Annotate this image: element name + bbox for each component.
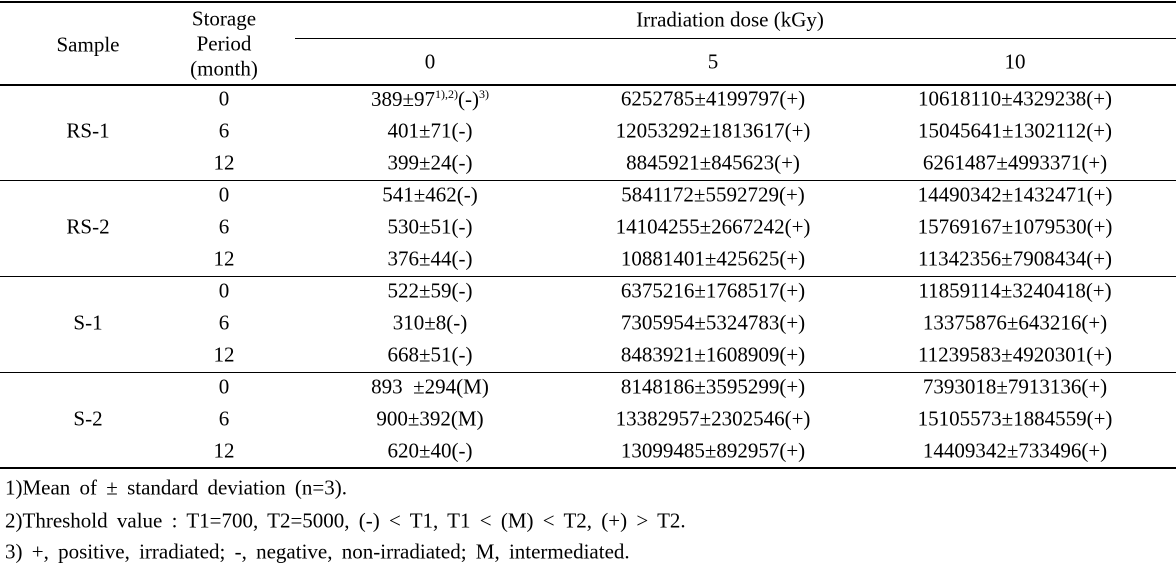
header-period: Period bbox=[196, 31, 252, 56]
cell-part: (-) bbox=[458, 87, 480, 111]
cell: 522±59(-) bbox=[387, 278, 473, 303]
cell-part: 389±97 bbox=[370, 87, 436, 111]
cell: 668±51(-) bbox=[387, 342, 473, 367]
footnote: 1)Mean of ± standard deviation (n=3). bbox=[5, 475, 347, 500]
period-label: 6 bbox=[218, 214, 230, 239]
cell: 310±8(-) bbox=[392, 310, 468, 335]
cell: 900±392(M) bbox=[376, 406, 484, 431]
header-dose-value: 5 bbox=[707, 49, 719, 74]
footnote: 2)Threshold value : T1=700, T2=5000, (-)… bbox=[5, 508, 686, 533]
footnote-ref: 1),2) bbox=[435, 87, 459, 101]
cell: 7305954±5324783(+) bbox=[620, 310, 806, 335]
period-label: 12 bbox=[213, 342, 235, 367]
cell: 12053292±1813617(+) bbox=[615, 118, 811, 143]
sample-label: S-2 bbox=[73, 406, 103, 431]
cell: 15045641±1302112(+) bbox=[917, 118, 1113, 143]
cell: 6252785±4199797(+) bbox=[620, 86, 806, 111]
cell: 15769167±1079530(+) bbox=[917, 214, 1113, 239]
cell: 530±51(-) bbox=[387, 214, 473, 239]
period-label: 6 bbox=[218, 406, 230, 431]
cell: 8845921±845623(+) bbox=[626, 150, 800, 175]
period-label: 12 bbox=[213, 246, 235, 271]
cell: 7393018±7913136(+) bbox=[922, 374, 1108, 399]
cell: 8483921±1608909(+) bbox=[620, 342, 806, 367]
cell: 401±71(-) bbox=[387, 118, 473, 143]
cell: 10618110±4329238(+) bbox=[917, 86, 1113, 111]
cell: 13375876±643216(+) bbox=[922, 310, 1108, 335]
header-dose-value: 10 bbox=[1004, 49, 1026, 74]
cell: 14490342±1432471(+) bbox=[917, 182, 1113, 207]
period-label: 0 bbox=[218, 374, 230, 399]
period-label: 12 bbox=[213, 150, 235, 175]
sample-label: RS-1 bbox=[66, 118, 110, 143]
period-label: 0 bbox=[218, 86, 230, 111]
cell: 6375216±1768517(+) bbox=[620, 278, 806, 303]
period-label: 0 bbox=[218, 278, 230, 303]
rule bbox=[0, 180, 1176, 181]
cell: 15105573±1884559(+) bbox=[917, 406, 1113, 431]
cell: 620±40(-) bbox=[387, 438, 473, 463]
header-dose: Irradiation dose (kGy) bbox=[636, 7, 824, 32]
cell: 14409342±733496(+) bbox=[922, 438, 1108, 463]
period-label: 12 bbox=[213, 438, 235, 463]
sample-label: S-1 bbox=[73, 310, 103, 335]
rule bbox=[0, 372, 1176, 373]
cell: 5841172±5592729(+) bbox=[621, 182, 805, 207]
cell: 6261487±4993371(+) bbox=[922, 150, 1108, 175]
sample-label: RS-2 bbox=[66, 214, 110, 239]
footnote: 3) +, positive, irradiated; -, negative,… bbox=[5, 539, 630, 564]
cell: 10881401±425625(+) bbox=[620, 246, 806, 271]
cell: 13382957±2302546(+) bbox=[615, 406, 811, 431]
cell: 389±971),2)(-)3) bbox=[371, 88, 489, 110]
period-label: 0 bbox=[218, 182, 230, 207]
header-dose-value: 0 bbox=[424, 49, 436, 74]
cell: 11239583±4920301(+) bbox=[917, 342, 1113, 367]
period-label: 6 bbox=[218, 118, 230, 143]
header-sample: Sample bbox=[56, 32, 120, 57]
cell: 14104255±2667242(+) bbox=[615, 214, 811, 239]
cell: 399±24(-) bbox=[387, 150, 473, 175]
period-label: 6 bbox=[218, 310, 230, 335]
header-period: Storage bbox=[191, 6, 257, 31]
header-period: (month) bbox=[190, 56, 258, 81]
rule bbox=[0, 84, 1176, 86]
rule bbox=[0, 1, 1176, 3]
cell: 11342356±7908434(+) bbox=[917, 246, 1113, 271]
rule bbox=[0, 276, 1176, 277]
cell: 893 ±294(M) bbox=[371, 374, 489, 399]
cell: 376±44(-) bbox=[387, 246, 473, 271]
cell: 8148186±3595299(+) bbox=[620, 374, 806, 399]
cell: 11859114±3240418(+) bbox=[918, 278, 1112, 303]
rule bbox=[295, 38, 1176, 39]
cell: 541±462(-) bbox=[382, 182, 478, 207]
cell: 13099485±892957(+) bbox=[620, 438, 806, 463]
footnote-ref: 3) bbox=[479, 87, 490, 101]
rule bbox=[0, 467, 1176, 469]
